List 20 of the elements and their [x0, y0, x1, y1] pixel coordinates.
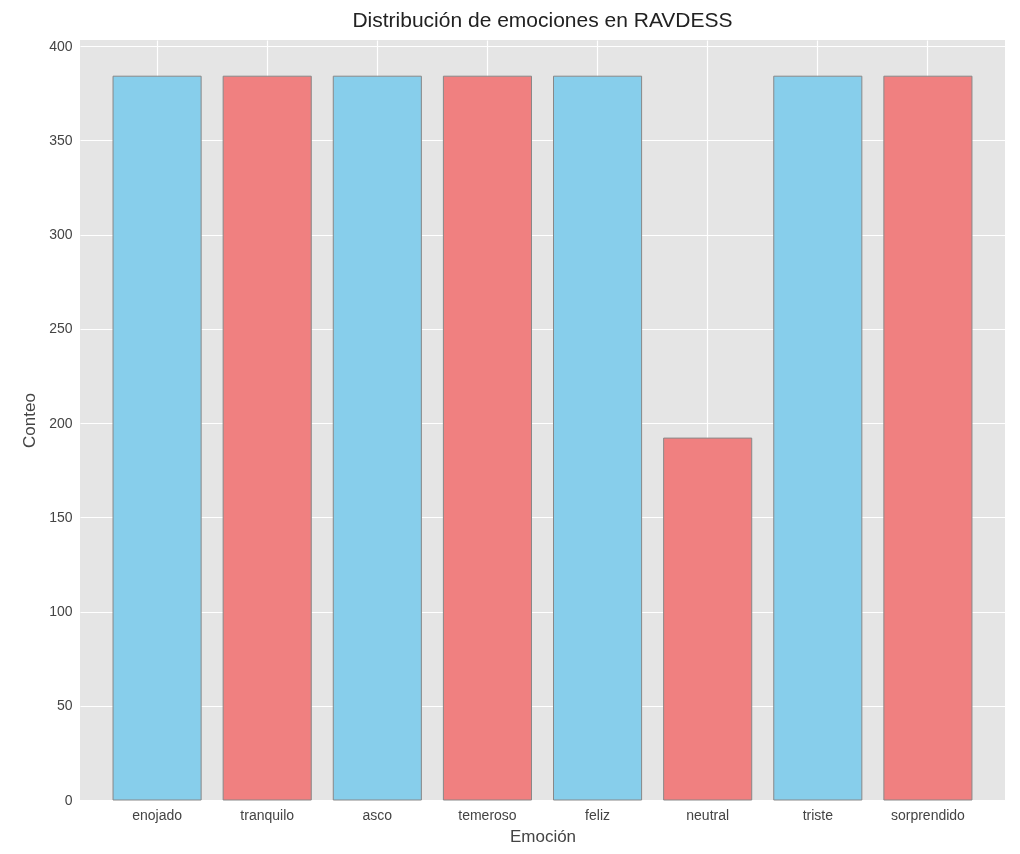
y-tick-label: 250 [49, 320, 73, 337]
y-axis-title: Conteo [20, 393, 40, 448]
y-tick-label: 100 [49, 603, 73, 620]
y-tick-label: 200 [49, 414, 73, 431]
y-tick-label: 150 [49, 508, 73, 525]
x-tick-label: temeroso [458, 806, 517, 823]
y-tick-label: 350 [49, 131, 73, 148]
y-tick-label: 0 [64, 791, 73, 808]
x-tick-label: sorprendido [890, 806, 966, 823]
x-tick-label: feliz [585, 806, 611, 823]
y-tick-label: 50 [56, 697, 73, 714]
chart-title: Distribución de emociones en RAVDESS [352, 8, 733, 32]
x-tick-label: enojado [132, 806, 183, 823]
x-tick-label: triste [802, 806, 834, 823]
x-axis-title: Emoción [509, 826, 577, 846]
x-tick-label: neutral [686, 806, 730, 823]
x-tick-label: tranquilo [240, 806, 295, 823]
y-tick-label: 400 [49, 37, 73, 54]
x-tick-label: asco [362, 806, 393, 823]
y-tick-label: 300 [49, 226, 73, 243]
